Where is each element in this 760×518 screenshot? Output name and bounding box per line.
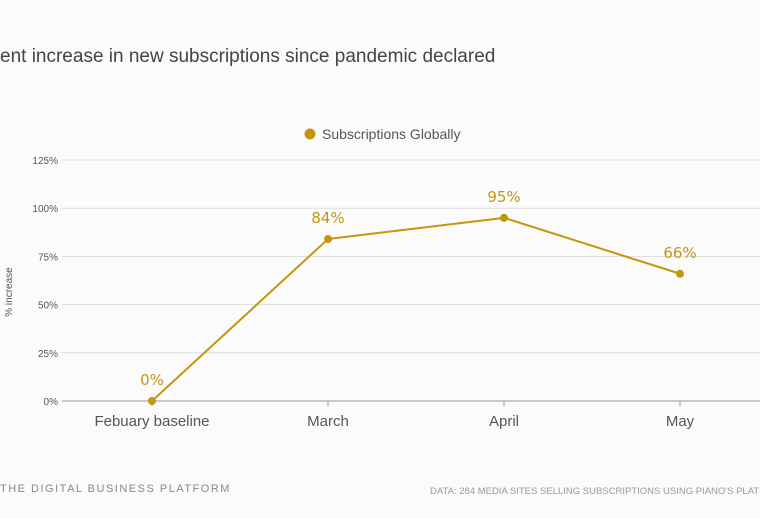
y-axis-label: % increase xyxy=(4,267,15,317)
data-point xyxy=(500,213,508,222)
legend-label: Subscriptions Globally xyxy=(322,126,461,142)
y-tick-label: 25% xyxy=(38,349,58,360)
data-point xyxy=(324,235,332,244)
data-label: 95% xyxy=(487,188,520,206)
legend-marker xyxy=(304,128,316,140)
data-label: 84% xyxy=(311,209,344,227)
y-tick-label: 100% xyxy=(32,204,58,215)
data-label: 0% xyxy=(140,371,164,389)
x-tick-label: April xyxy=(489,413,519,430)
y-tick-label: 75% xyxy=(38,252,58,263)
x-tick-label: May xyxy=(666,413,695,430)
y-tick-label: 0% xyxy=(44,397,59,408)
chart-title: ent increase in new subscriptions since … xyxy=(0,46,495,67)
footer-source: DATA: 284 MEDIA SITES SELLING SUBSCRIPTI… xyxy=(430,486,760,497)
data-point xyxy=(148,397,156,405)
data-label: 66% xyxy=(663,244,696,262)
legend: Subscriptions Globally xyxy=(304,126,461,142)
footer-brand: THE DIGITAL BUSINESS PLATFORM xyxy=(0,483,231,495)
x-tick-label: Febuary baseline xyxy=(94,413,209,430)
series-line xyxy=(151,216,681,402)
y-tick-label: 125% xyxy=(32,156,58,167)
data-point xyxy=(676,269,684,278)
y-tick-label: 50% xyxy=(38,301,58,312)
x-tick-label: March xyxy=(307,413,349,430)
